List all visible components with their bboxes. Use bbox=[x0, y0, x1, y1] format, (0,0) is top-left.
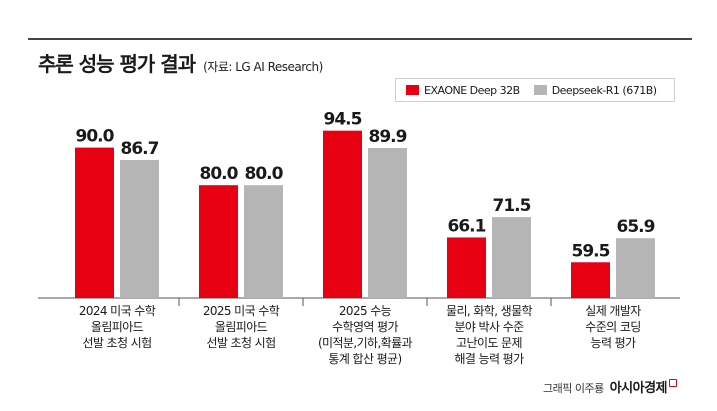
top-rule bbox=[28, 38, 692, 40]
data-label: 71.5 bbox=[493, 196, 531, 216]
bar-exaone bbox=[75, 147, 114, 298]
category-label: 선발 초청 시험 bbox=[206, 336, 275, 350]
data-label: 80.0 bbox=[200, 164, 239, 184]
category-label: 올림피아드 bbox=[91, 320, 144, 334]
bar-deepseek bbox=[492, 217, 531, 298]
category-label: 능력 평가 bbox=[591, 336, 637, 350]
source-note: (자료: LG AI Research) bbox=[203, 60, 323, 74]
brand-logo: 아시아경제 bbox=[609, 381, 668, 396]
bar-deepseek bbox=[120, 160, 159, 298]
category-label: 물리, 화학, 생물학 bbox=[446, 304, 532, 318]
legend: EXAONE Deep 32B Deepseek-R1 (671B) bbox=[395, 78, 675, 102]
category-label: 수학영역 평가 bbox=[332, 320, 398, 334]
data-label: 65.9 bbox=[617, 217, 655, 237]
data-label: 90.0 bbox=[76, 127, 115, 147]
category-label: (미적분,기하,확률과 bbox=[318, 336, 413, 350]
category-label: 2024 미국 수학 bbox=[79, 304, 156, 318]
category-label: 고난이도 문제 bbox=[456, 336, 522, 350]
category-label: 분야 박사 수준 bbox=[454, 320, 524, 334]
data-label: 86.7 bbox=[121, 139, 159, 159]
category-label: 올림피아드 bbox=[215, 320, 268, 334]
legend-label-deepseek: Deepseek-R1 (671B) bbox=[551, 83, 657, 97]
legend-item-deepseek: Deepseek-R1 (671B) bbox=[533, 83, 657, 97]
category-label: 해결 능력 평가 bbox=[454, 352, 524, 366]
legend-swatch-deepseek bbox=[533, 85, 547, 95]
bar-deepseek bbox=[244, 185, 283, 298]
bar-exaone bbox=[323, 130, 362, 298]
bar-exaone bbox=[571, 262, 610, 298]
category-label: 2025 수능 bbox=[339, 304, 392, 318]
brand-mark-icon bbox=[669, 379, 677, 387]
legend-swatch-exaone bbox=[406, 85, 419, 95]
category-label: 선발 초청 시험 bbox=[82, 336, 151, 350]
category-label: 통계 합산 평균) bbox=[328, 352, 401, 366]
graphic-credit: 그래픽 이주룡 bbox=[542, 382, 604, 395]
legend-item-exaone: EXAONE Deep 32B bbox=[406, 84, 520, 97]
data-label: 89.9 bbox=[369, 127, 407, 147]
data-label: 59.5 bbox=[572, 241, 610, 261]
category-label: 실제 개발자 bbox=[585, 304, 641, 318]
chart-title: 추론 성능 평가 결과 bbox=[38, 52, 196, 76]
title-row: 추론 성능 평가 결과 (자료: LG AI Research) bbox=[38, 48, 323, 77]
footer: 그래픽 이주룡 아시아경제 bbox=[543, 377, 677, 396]
data-label: 66.1 bbox=[448, 216, 486, 236]
data-label: 94.5 bbox=[324, 110, 362, 130]
category-label: 2025 미국 수학 bbox=[203, 304, 280, 318]
bar-exaone bbox=[447, 237, 486, 298]
bar-deepseek bbox=[368, 147, 407, 298]
bar-deepseek bbox=[616, 238, 655, 298]
legend-label-exaone: EXAONE Deep 32B bbox=[424, 83, 520, 97]
data-label: 80.0 bbox=[245, 164, 284, 184]
bar-exaone bbox=[199, 185, 238, 298]
category-label: 수준의 코딩 bbox=[585, 320, 640, 334]
